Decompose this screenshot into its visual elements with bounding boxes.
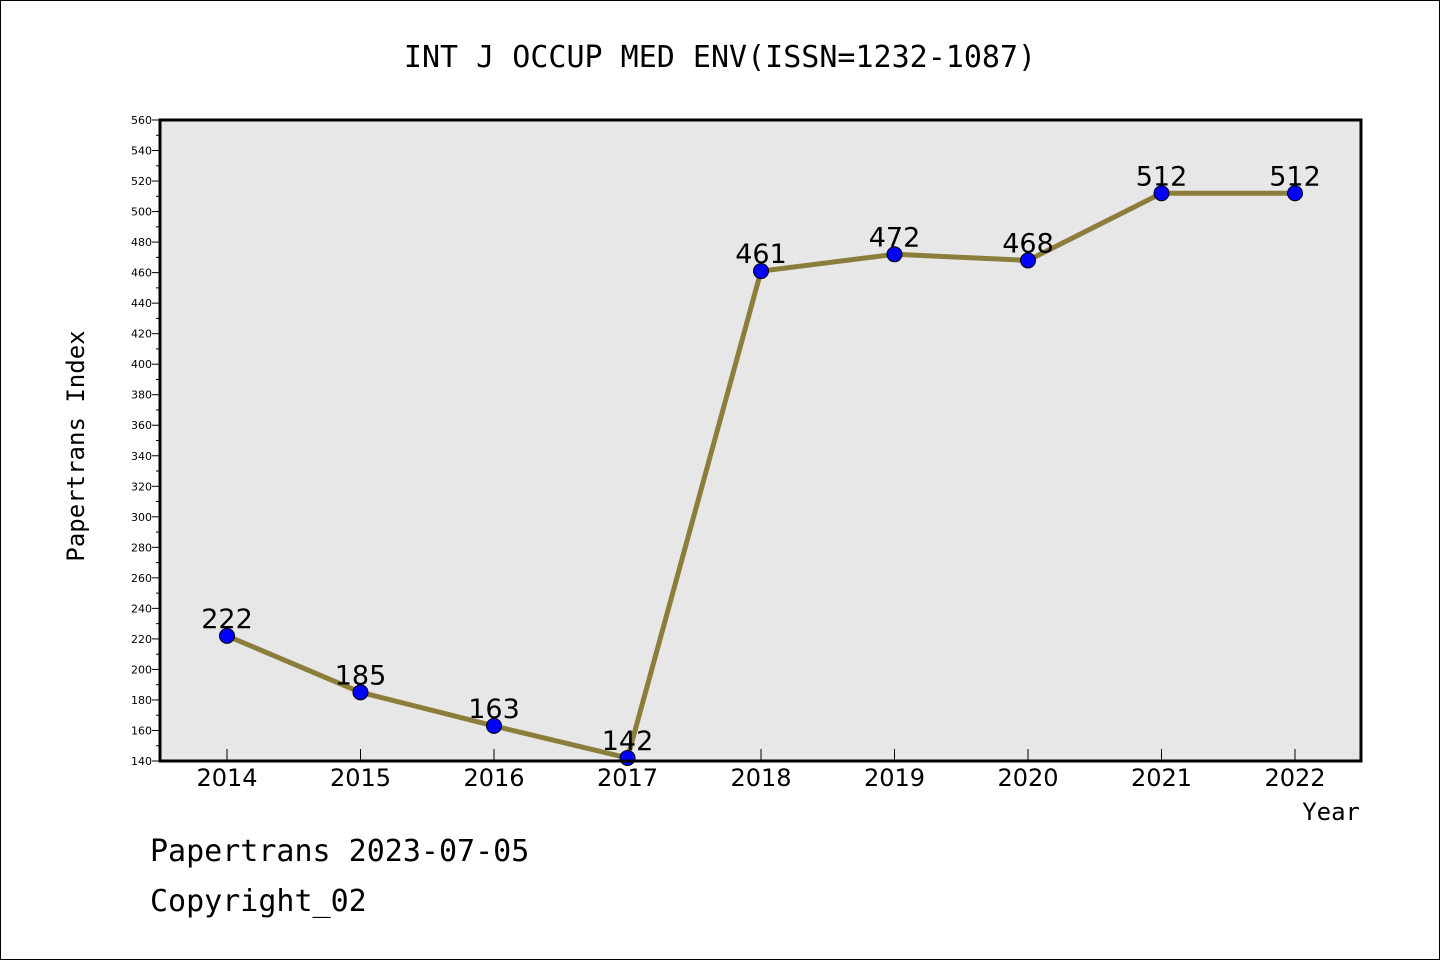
x-tick-label: 2018 — [730, 764, 791, 792]
y-tick-label: 300 — [131, 511, 152, 524]
data-label: 142 — [602, 726, 654, 757]
data-point — [1287, 185, 1303, 202]
y-tick-label: 400 — [131, 358, 152, 371]
x-tick-label: 2021 — [1131, 764, 1192, 792]
data-point — [886, 246, 903, 263]
x-tick-label: 2017 — [597, 764, 658, 792]
chart-title: INT J OCCUP MED ENV(ISSN=1232-1087) — [404, 40, 1036, 75]
y-tick-label: 420 — [131, 328, 152, 341]
y-tick-label: 380 — [131, 389, 152, 402]
y-tick-label: 520 — [131, 175, 152, 188]
y-tick-label: 200 — [131, 663, 152, 676]
plot-border — [158, 118, 1363, 763]
y-tick-label: 260 — [131, 572, 152, 585]
x-tick-label: 2015 — [330, 764, 391, 792]
y-tick-label: 360 — [131, 419, 152, 432]
y-tick-label: 220 — [131, 633, 152, 646]
data-point — [753, 263, 769, 280]
data-label: 472 — [869, 222, 921, 253]
x-axis: 2014 2015 2016 2017 2018 2019 2020 2021 2022 — [196, 749, 1326, 792]
x-tick-label: 2016 — [463, 764, 524, 792]
data-label: 512 — [1269, 161, 1321, 192]
y-tick-label: 240 — [131, 602, 152, 615]
data-point — [1153, 185, 1170, 202]
y-tick-label: 440 — [131, 297, 152, 310]
y-tick-label: 280 — [131, 541, 152, 554]
y-tick-label: 140 — [131, 755, 152, 768]
y-tick-label: 480 — [131, 236, 152, 249]
y-axis-label: Papertrans Index — [62, 330, 90, 561]
x-axis-label: Year — [1302, 798, 1360, 826]
data-label: 512 — [1136, 161, 1188, 192]
y-axis: 140 160 180 200 220 240 260 280 300 320 340 360 380 4… — [131, 114, 160, 768]
footer-copyright-text: Copyright_02 — [150, 884, 367, 919]
data-point — [352, 684, 369, 701]
plot-area — [160, 120, 1361, 761]
y-tick-label: 160 — [131, 724, 152, 737]
data-label: 461 — [735, 239, 787, 270]
footer-date-text: Papertrans 2023-07-05 — [150, 834, 530, 869]
data-label: 185 — [335, 660, 387, 691]
data-label: 163 — [468, 694, 520, 725]
x-tick-label: 2022 — [1264, 764, 1325, 792]
y-tick-label: 560 — [131, 114, 152, 127]
x-tick-label: 2019 — [864, 764, 925, 792]
y-tick-label: 460 — [131, 267, 152, 280]
data-point — [486, 717, 502, 734]
y-tick-label: 320 — [131, 480, 152, 493]
data-label: 468 — [1002, 228, 1054, 259]
y-tick-label: 500 — [131, 206, 152, 219]
x-tick-label: 2014 — [196, 764, 257, 792]
series: 222 185 163 142 461 472 468 512 512 — [201, 161, 1321, 766]
data-label: 222 — [201, 604, 253, 635]
y-tick-label: 340 — [131, 450, 152, 463]
y-tick-label: 540 — [131, 145, 152, 158]
data-point — [1020, 252, 1036, 269]
x-tick-label: 2020 — [997, 764, 1058, 792]
data-point — [219, 627, 235, 644]
y-tick-label: 180 — [131, 694, 152, 707]
